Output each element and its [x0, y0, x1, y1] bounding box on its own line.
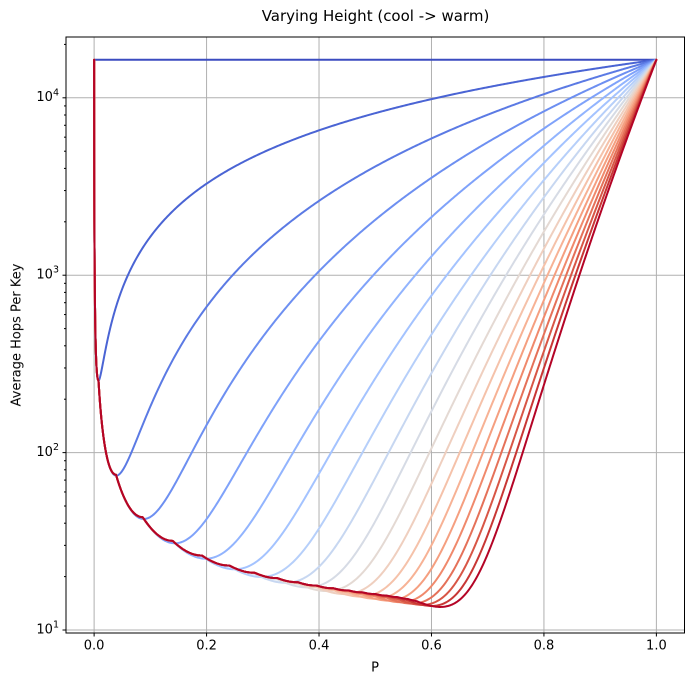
x-axis-label: P: [371, 660, 379, 676]
y-axis-label: Average Hops Per Key: [9, 263, 25, 407]
chart-title: Varying Height (cool -> warm): [261, 7, 490, 25]
